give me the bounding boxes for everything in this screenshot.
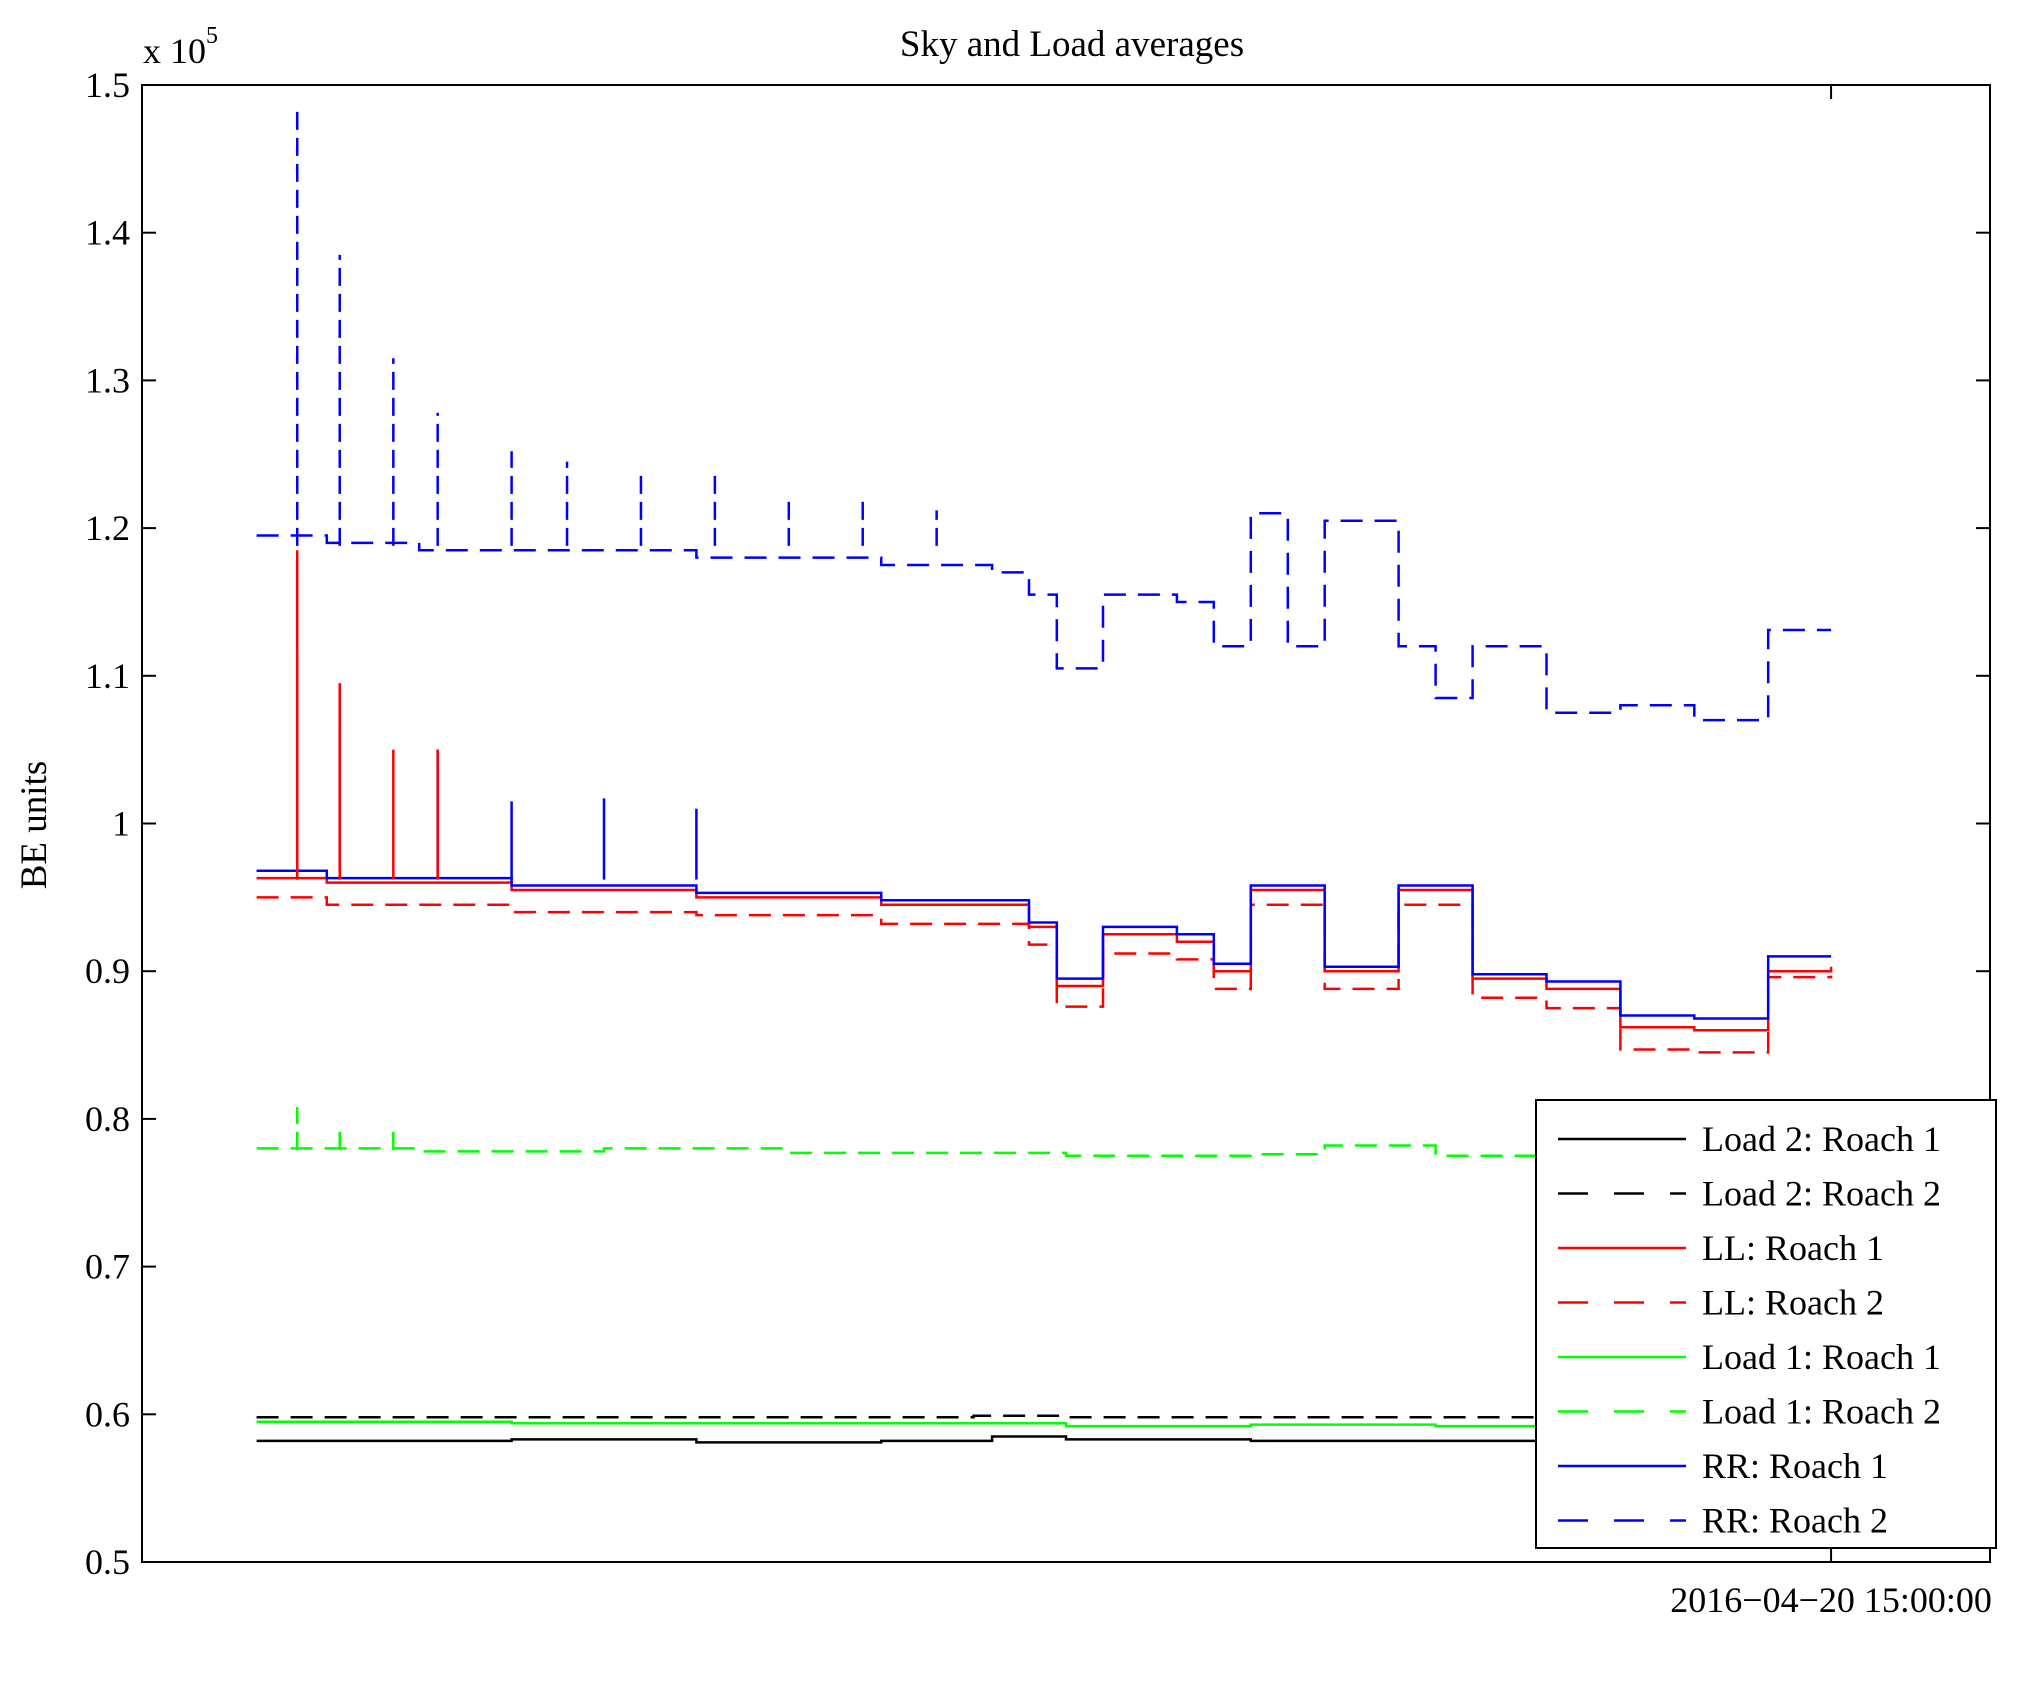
legend-label: RR: Roach 1 [1702, 1446, 1888, 1486]
x-tick-label: 2016−04−20 15:00:00 [1670, 1580, 1992, 1620]
y-exponent-label: x 105 [143, 23, 218, 71]
legend-label: Load 1: Roach 2 [1702, 1392, 1941, 1432]
series-line-5 [256, 1144, 1622, 1162]
legend-label: LL: Roach 2 [1702, 1283, 1884, 1323]
y-axis-label: BE units [14, 761, 55, 890]
y-tick-label: 1 [112, 804, 130, 844]
legend-label: LL: Roach 1 [1702, 1228, 1884, 1268]
y-tick-label: 0.5 [85, 1542, 130, 1582]
y-tick-label: 1.4 [85, 213, 130, 253]
series-line-2 [256, 876, 1833, 1032]
y-tick-label: 0.8 [85, 1099, 130, 1139]
y-tick-label: 1.2 [85, 508, 130, 548]
y-tick-labels: 0.5 0.6 0.7 0.8 0.9 1 1.1 1.2 1.3 1.4 1.5 [85, 65, 130, 1582]
legend: Load 2: Roach 1 Load 2: Roach 2 LL: Roach … [1535, 1099, 1997, 1549]
chart-title: Sky and Load averages [900, 24, 1244, 65]
series-line-0 [256, 1435, 1832, 1444]
series-line-6 [256, 869, 1832, 1020]
y-tick-label: 0.9 [85, 951, 130, 991]
legend-label: Load 2: Roach 2 [1702, 1174, 1941, 1214]
y-tick-label: 1.3 [85, 360, 130, 400]
y-tick-label: 1.1 [85, 656, 130, 696]
axes-frame [141, 84, 1991, 1563]
y-exponent-power: 5 [206, 23, 218, 49]
y-tick-label: 1.5 [85, 65, 130, 105]
y-tick-label: 0.7 [85, 1247, 130, 1287]
series-line-7 [256, 512, 1832, 722]
legend-label: RR: Roach 2 [1702, 1501, 1888, 1541]
plot-area [256, 107, 1833, 1444]
x-tick-labels: 2016−04−20 15:00:00 [1670, 1580, 1992, 1620]
legend-label: Load 1: Roach 1 [1702, 1337, 1941, 1377]
series-line-4 [256, 1420, 1832, 1428]
legend-label: Load 2: Roach 1 [1702, 1119, 1941, 1159]
series-line-3 [256, 896, 1833, 1054]
y-exponent-base: x 10 [143, 31, 206, 71]
legend-box [1535, 1099, 1997, 1549]
y-tick-label: 0.6 [85, 1394, 130, 1434]
